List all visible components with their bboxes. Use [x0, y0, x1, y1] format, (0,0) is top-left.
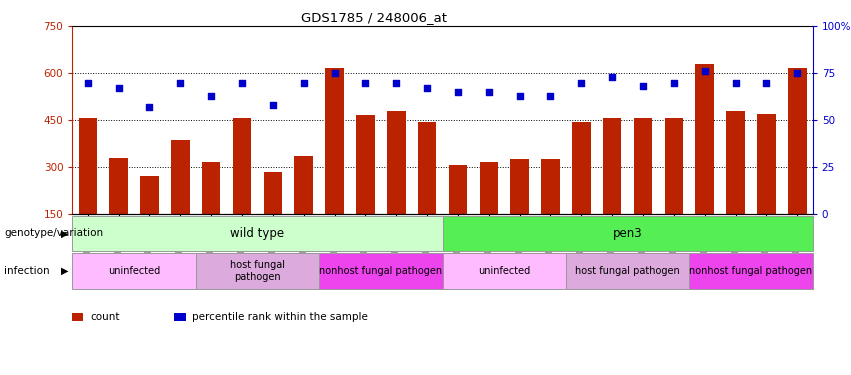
Point [143, 104, 157, 110]
Bar [566, 253, 689, 289]
Point [266, 102, 280, 108]
Text: nonhost fungal pathogen: nonhost fungal pathogen [319, 266, 443, 276]
Point [328, 70, 341, 76]
Point [605, 74, 619, 80]
Text: wild type: wild type [231, 227, 284, 240]
Bar [689, 253, 813, 289]
Text: infection: infection [4, 266, 50, 276]
Bar [448, 165, 467, 261]
Bar [572, 122, 591, 261]
Bar [196, 253, 319, 289]
Text: genotype/variation: genotype/variation [4, 228, 103, 238]
Point [451, 89, 465, 95]
Point [81, 80, 94, 86]
Text: uninfected: uninfected [478, 266, 530, 276]
Bar [232, 118, 251, 261]
Point [111, 85, 125, 91]
Point [482, 89, 495, 95]
Point [390, 80, 403, 86]
Point [174, 80, 187, 86]
Bar [443, 253, 566, 289]
Point [420, 85, 434, 91]
Bar [72, 216, 443, 251]
Bar [726, 111, 745, 261]
Point [728, 80, 742, 86]
Bar [695, 64, 714, 261]
Point [574, 80, 588, 86]
Text: uninfected: uninfected [108, 266, 160, 276]
Bar [325, 68, 344, 261]
Bar [443, 216, 813, 251]
Bar [140, 176, 158, 261]
Text: nonhost fungal pathogen: nonhost fungal pathogen [689, 266, 813, 276]
Bar [541, 159, 560, 261]
Text: ▶: ▶ [60, 266, 68, 276]
Bar [171, 140, 190, 261]
Point [760, 80, 774, 86]
Text: GDS1785 / 248006_at: GDS1785 / 248006_at [301, 11, 448, 24]
Bar [788, 68, 807, 261]
Point [544, 93, 557, 99]
Bar [387, 111, 405, 261]
Bar [511, 159, 528, 261]
Point [358, 80, 372, 86]
Text: ▶: ▶ [60, 228, 68, 238]
Bar [634, 118, 652, 261]
Point [791, 70, 804, 76]
Bar [202, 162, 220, 261]
Text: host fungal
pathogen: host fungal pathogen [230, 260, 285, 282]
Bar [479, 162, 498, 261]
Point [204, 93, 218, 99]
Point [637, 83, 650, 89]
Bar [356, 116, 374, 261]
Bar [294, 156, 313, 261]
Point [698, 68, 711, 74]
Bar [418, 122, 437, 261]
Bar [603, 118, 621, 261]
Bar [78, 118, 97, 261]
Text: pen3: pen3 [613, 227, 643, 240]
Point [297, 80, 311, 86]
Bar [264, 172, 282, 261]
Point [235, 80, 248, 86]
Bar [109, 158, 128, 261]
Bar [757, 114, 775, 261]
Bar [665, 118, 683, 261]
Bar [319, 253, 443, 289]
Text: count: count [90, 312, 120, 322]
Point [667, 80, 681, 86]
Bar [72, 253, 196, 289]
Point [513, 93, 527, 99]
Text: host fungal pathogen: host fungal pathogen [575, 266, 680, 276]
Text: percentile rank within the sample: percentile rank within the sample [192, 312, 368, 322]
